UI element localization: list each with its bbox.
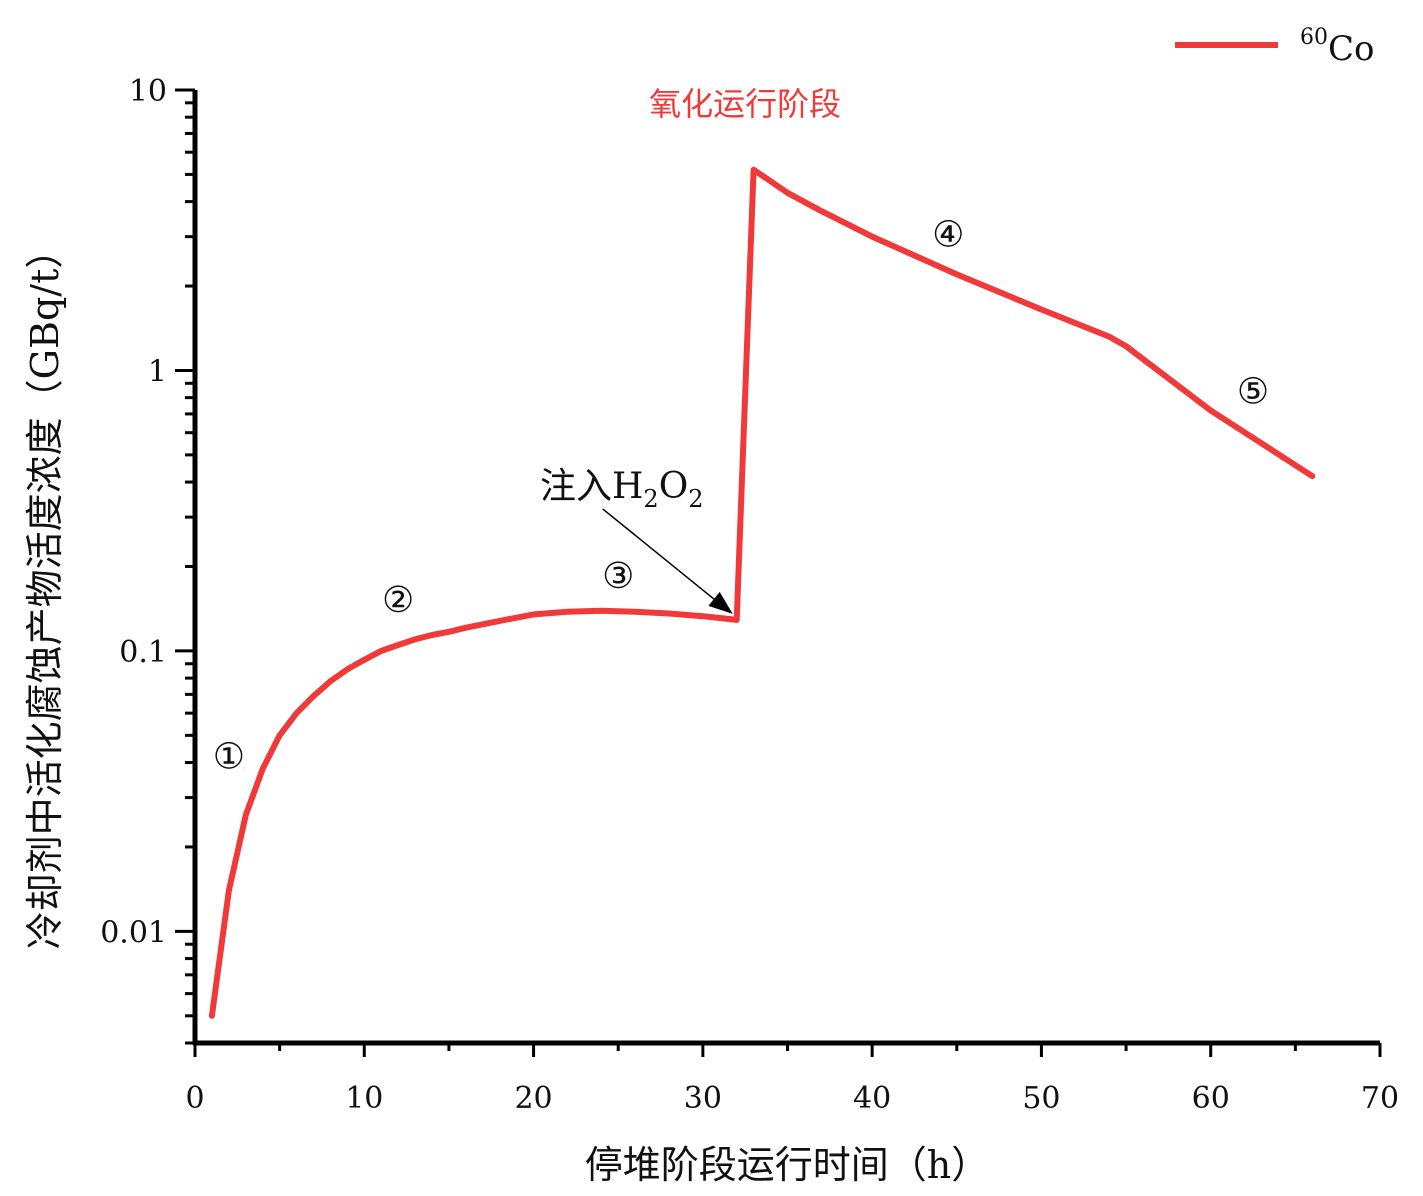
y-tick-label: 1: [148, 354, 167, 389]
injection-label-mid: O: [659, 466, 689, 507]
y-axis-title: 冷却剂中活化腐蚀产物活度浓度（GBq/t）: [23, 231, 67, 950]
injection-label-sub: 2: [643, 485, 658, 513]
series-line-60co: [208, 166, 1316, 1019]
x-tick-label: 60: [1192, 1081, 1230, 1116]
x-tick-label: 50: [1022, 1081, 1060, 1116]
series-layer: [208, 166, 1316, 1019]
x-tick-label: 40: [853, 1081, 891, 1116]
stage-marker: ④: [932, 215, 964, 256]
y-tick-label: 0.01: [100, 915, 167, 950]
injection-label-sub: 2: [688, 485, 703, 513]
stage-marker: ②: [382, 580, 414, 621]
injection-label: 注入H2O2: [540, 466, 703, 513]
legend-label: 60Co: [1300, 25, 1374, 69]
stage-marker: ③: [602, 556, 634, 597]
ticks: 0 10 20 30 40 50 60 70 0.01 0.1 1 10: [100, 74, 1399, 1116]
legend-label-main: Co: [1328, 29, 1374, 69]
x-tick-label: 30: [684, 1081, 722, 1116]
y-tick-label: 10: [129, 74, 167, 109]
axes: [192, 90, 1380, 1046]
phase-label: 氧化运行阶段: [649, 85, 841, 123]
x-tick-label: 70: [1361, 1081, 1399, 1116]
stage-marker: ①: [213, 737, 245, 778]
injection-arrow-line: [602, 508, 720, 604]
injection-arrow-head: [708, 591, 733, 614]
x-tick-label: 20: [514, 1081, 552, 1116]
stage-marker: ⑤: [1237, 372, 1269, 413]
y-tick-label: 0.1: [119, 635, 167, 670]
legend: 60Co: [1175, 25, 1374, 69]
legend-label-sup: 60: [1300, 25, 1328, 50]
x-tick-label: 10: [345, 1081, 383, 1116]
injection-label-main: 注入H: [540, 466, 643, 507]
x-axis-title: 停堆阶段运行时间（h）: [585, 1143, 989, 1187]
x-tick-label: 0: [185, 1081, 204, 1116]
